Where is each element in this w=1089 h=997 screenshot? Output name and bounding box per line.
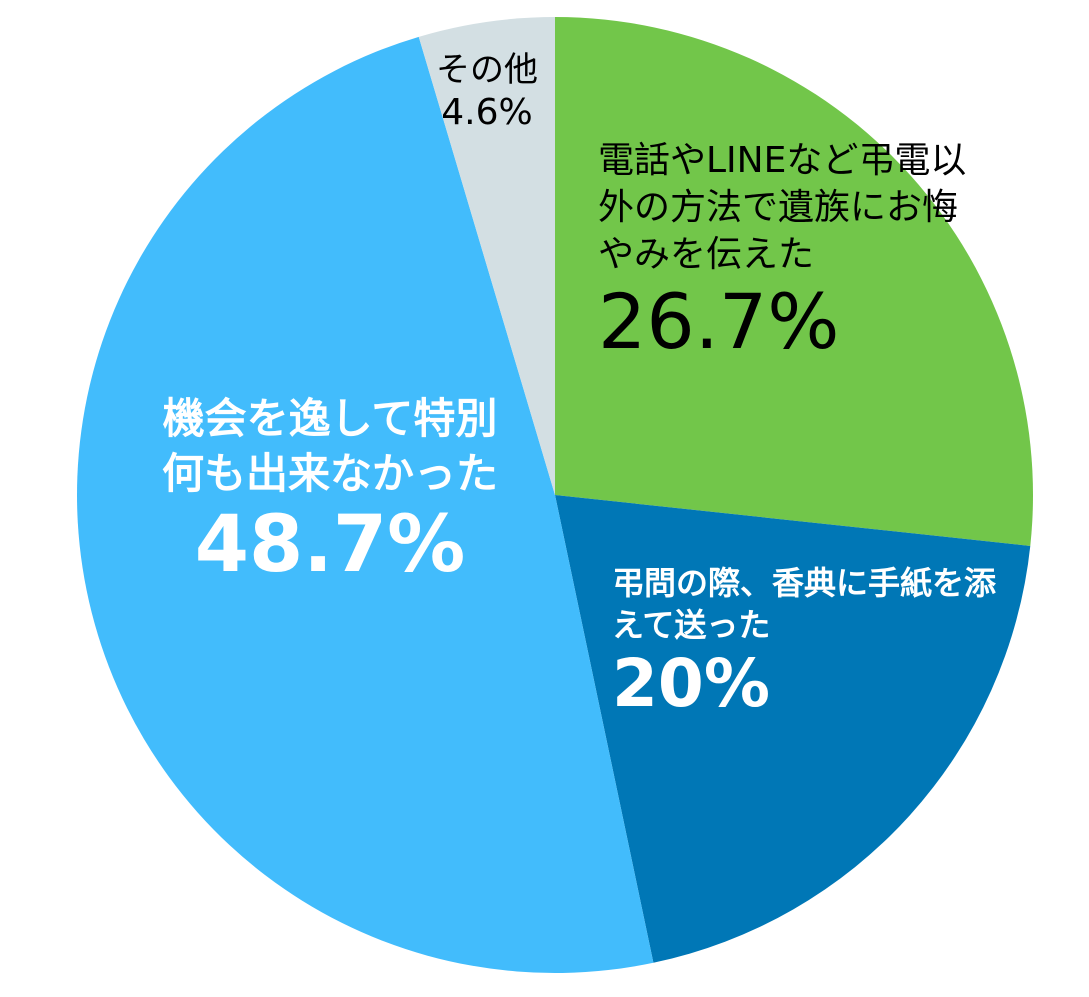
value-label: 4.6% — [441, 92, 533, 134]
pie-slice — [77, 36, 654, 973]
category-label: 弔問の際、香典に手紙を添えて送った — [612, 564, 997, 644]
slice-label: 機会を逸して特別何も出来なかった 48.7% — [150, 392, 510, 591]
value-label: 26.7% — [598, 277, 840, 367]
slice-label: 弔問の際、香典に手紙を添えて送った 20% — [612, 563, 1002, 722]
pie-slice — [555, 495, 1031, 963]
category-label: 電話やLINEなど弔電以外の方法で遺族にお悔やみを伝えた — [598, 140, 967, 275]
value-label: 48.7% — [194, 500, 466, 591]
value-label: 20% — [612, 645, 770, 723]
slice-label: その他 4.6% — [412, 48, 562, 134]
pie-slice — [555, 17, 1033, 546]
slice-label: 電話やLINEなど弔電以外の方法で遺族にお悔やみを伝えた 26.7% — [598, 138, 968, 366]
pie-slice — [418, 17, 555, 495]
category-label: 機会を逸して特別何も出来なかった — [161, 394, 498, 498]
category-label: その他 — [436, 50, 538, 90]
